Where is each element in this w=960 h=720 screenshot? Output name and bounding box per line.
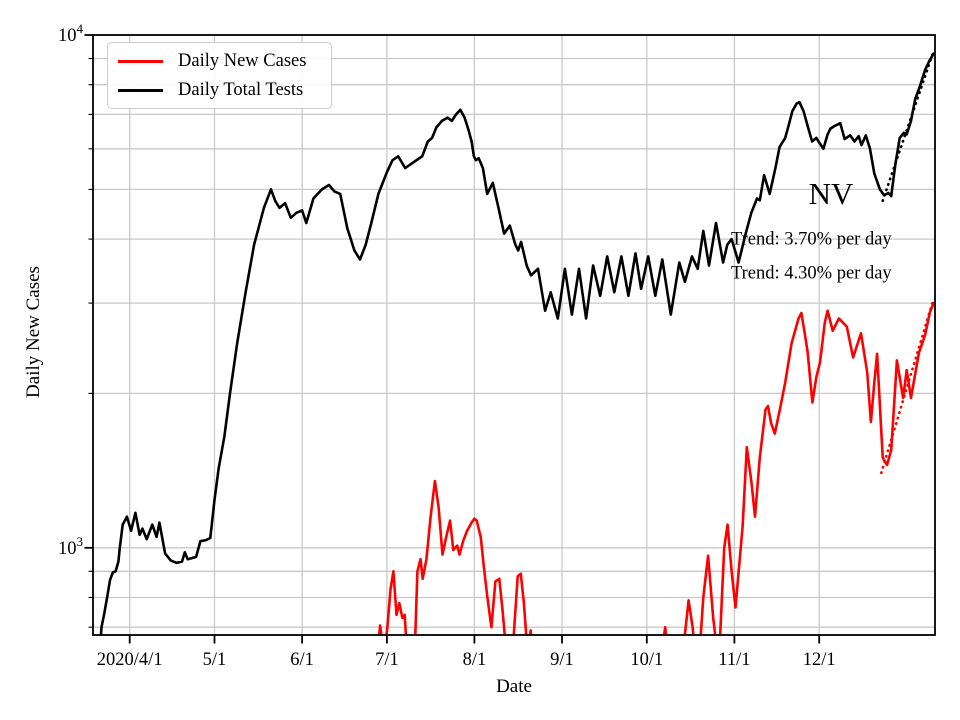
x-tick-label: 6/1 [290, 650, 314, 670]
cases-line-swatch [118, 59, 163, 64]
y-axis-label: Daily New Cases [23, 266, 44, 398]
cases-trend-annotation: Trend: 4.30% per day [731, 263, 892, 284]
series-dotted-cases [880, 297, 935, 475]
tests-line-swatch [118, 88, 163, 93]
series-solid-tests [99, 52, 935, 635]
legend-label-tests: Daily Total Tests [178, 80, 304, 101]
series-solid-cases [377, 301, 935, 635]
axes-spines [92, 34, 936, 636]
legend: Daily New Cases Daily Total Tests [107, 42, 332, 109]
x-tick-label: 11/1 [718, 650, 750, 670]
x-tick-label: 7/1 [375, 650, 399, 670]
x-axis-label: Date [496, 676, 532, 697]
x-tick-label: 9/1 [550, 650, 574, 670]
x-tick-label: 12/1 [803, 650, 836, 670]
legend-label-cases: Daily New Cases [178, 51, 307, 72]
tests-trend-annotation: Trend: 3.70% per day [731, 229, 892, 250]
x-tick-label: 8/1 [463, 650, 487, 670]
legend-entry-cases: Daily New Cases [108, 47, 331, 76]
state-annotation: NV [808, 176, 854, 211]
x-tick-label: 5/1 [203, 650, 227, 670]
x-tick-label: 10/1 [630, 650, 663, 670]
x-tick-label: 2020/4/1 [97, 650, 163, 670]
legend-entry-tests: Daily Total Tests [108, 76, 331, 105]
series-dotted-tests [881, 49, 935, 203]
